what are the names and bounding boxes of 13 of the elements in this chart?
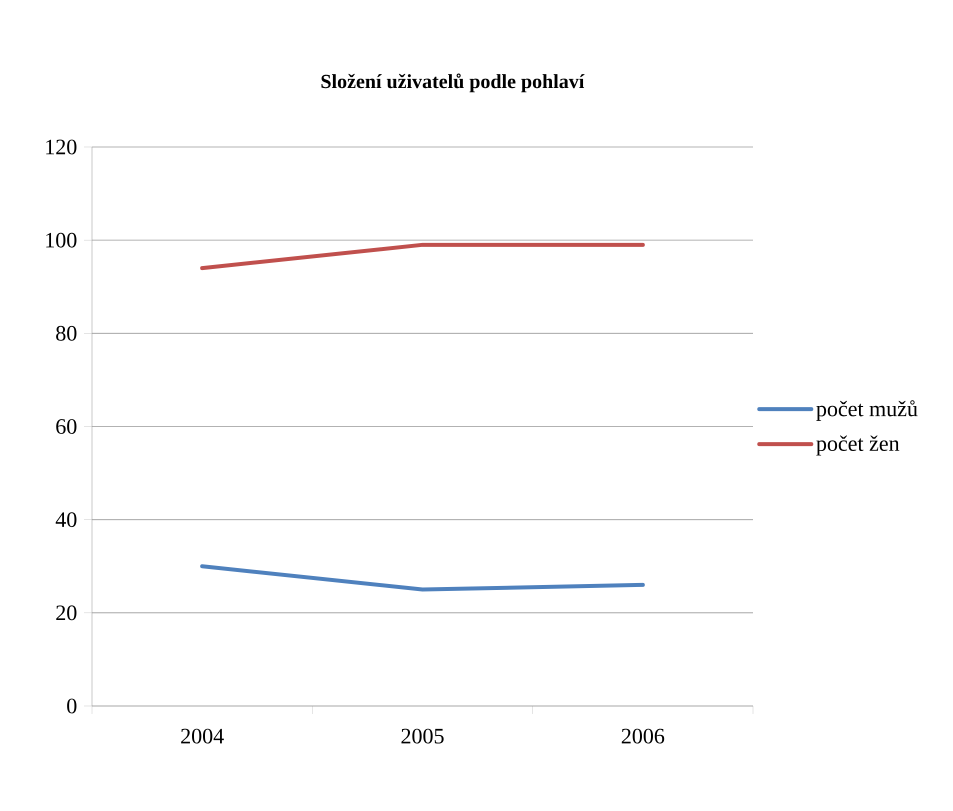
x-tick-label: 2005 [401, 728, 444, 744]
y-tick-label: 40 [56, 512, 76, 528]
x-tick-label: 2004 [181, 728, 224, 744]
y-tick-label: 20 [56, 605, 76, 620]
x-tick-label: 2006 [622, 728, 664, 744]
y-tick-label: 60 [56, 419, 76, 434]
y-tick-label: 80 [56, 326, 76, 341]
legend-label: počet žen [816, 435, 900, 456]
chart-title: Složení uživatelů podle pohlaví [321, 74, 585, 92]
y-tick-label: 100 [46, 232, 76, 248]
y-tick-label: 0 [67, 698, 76, 714]
y-tick-label: 120 [46, 140, 76, 154]
legend-label: počet mužů [816, 400, 918, 421]
